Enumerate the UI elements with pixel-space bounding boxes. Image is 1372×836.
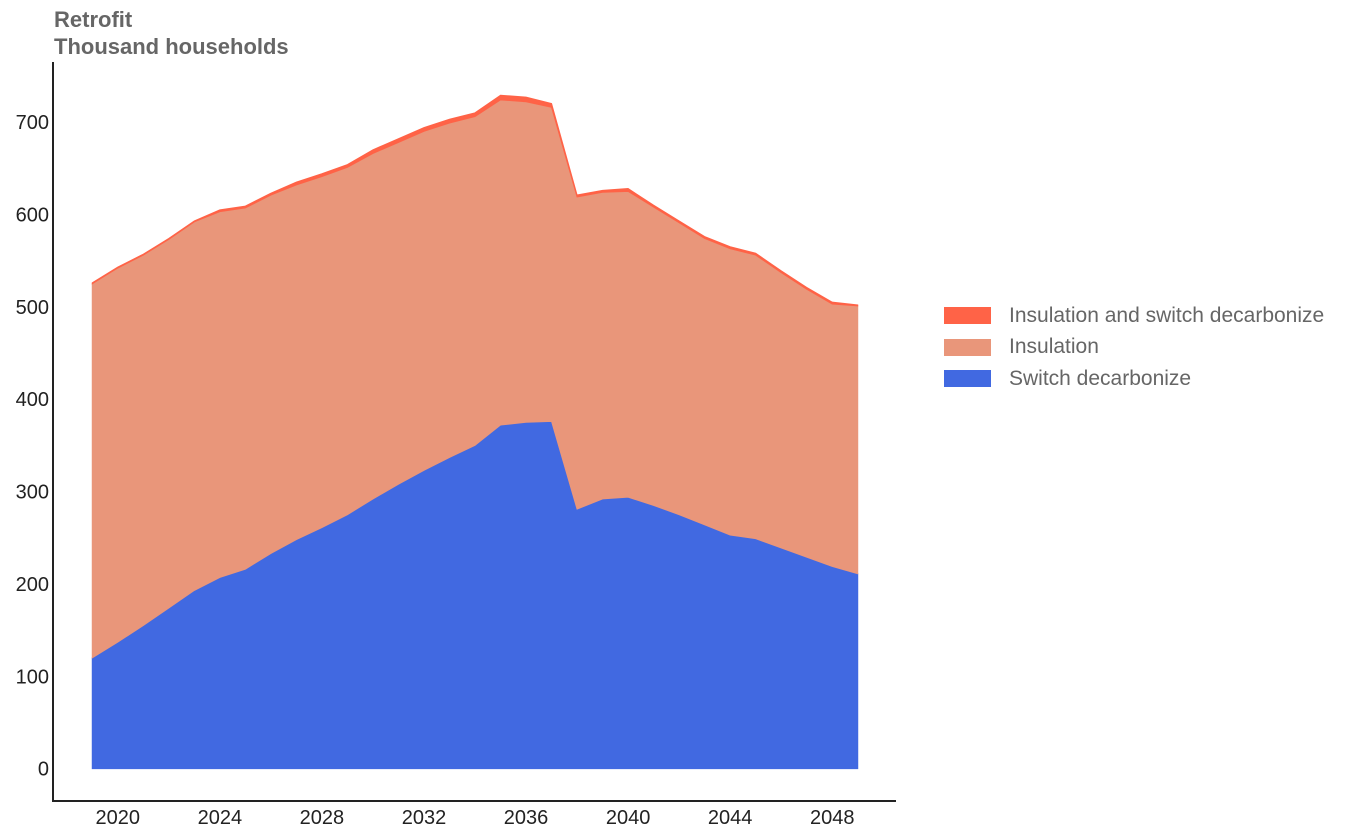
legend-swatch — [944, 307, 991, 325]
legend-item: Switch decarbonize — [944, 363, 1324, 395]
x-tick-label: 2036 — [504, 807, 549, 829]
legend-label: Switch decarbonize — [1009, 366, 1192, 390]
y-tick-label: 300 — [16, 482, 49, 504]
x-tick-label: 2040 — [606, 807, 651, 829]
y-tick-label: 600 — [16, 204, 49, 226]
x-tick-labels: 2020 2024 2028 2032 2036 2040 2044 2048 — [96, 807, 855, 829]
x-tick-label: 2024 — [198, 807, 243, 829]
chart-title: Retrofit — [54, 7, 133, 32]
y-tick-label: 0 — [38, 759, 49, 781]
y-tick-label: 200 — [16, 574, 49, 596]
legend-label: Insulation — [1009, 335, 1099, 359]
y-tick-labels: 0 100 200 300 400 500 600 700 — [16, 112, 49, 781]
x-tick-label: 2032 — [402, 807, 447, 829]
chart-title-block: Retrofit Thousand households — [54, 6, 289, 60]
legend: Insulation and switch decarbonize Insulat… — [944, 300, 1324, 395]
area-insulation-and-switch-decarbonize — [91, 94, 859, 307]
x-tick-label: 2020 — [96, 807, 141, 829]
legend-label: Insulation and switch decarbonize — [1009, 303, 1325, 327]
legend-swatch — [944, 370, 991, 388]
x-tick-label: 2044 — [708, 807, 753, 829]
y-tick-label: 400 — [16, 389, 49, 411]
legend-item: Insulation and switch decarbonize — [944, 300, 1324, 332]
y-tick-label: 700 — [16, 112, 49, 134]
y-tick-label: 500 — [16, 297, 49, 319]
legend-swatch — [944, 338, 991, 356]
area-layers — [91, 94, 859, 770]
x-tick-label: 2048 — [810, 807, 855, 829]
y-tick-label: 100 — [16, 666, 49, 688]
chart-subtitle: Thousand households — [54, 34, 289, 59]
x-tick-label: 2028 — [300, 807, 345, 829]
legend-item: Insulation — [944, 332, 1324, 364]
